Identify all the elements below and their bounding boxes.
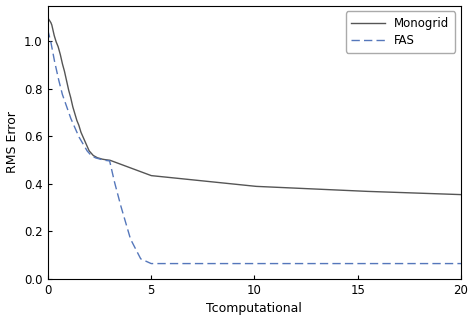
Legend: Monogrid, FAS: Monogrid, FAS <box>346 12 455 53</box>
X-axis label: Tcomputational: Tcomputational <box>206 302 302 316</box>
Monogrid <box>458 193 464 196</box>
Monogrid <box>446 192 451 196</box>
FAS <box>425 262 431 265</box>
Monogrid <box>345 189 351 193</box>
FAS <box>446 262 451 265</box>
Monogrid <box>45 15 50 19</box>
FAS <box>45 27 50 31</box>
Line: FAS: FAS <box>47 29 461 264</box>
Monogrid <box>219 181 224 185</box>
Y-axis label: RMS Error: RMS Error <box>6 111 18 173</box>
FAS <box>458 262 464 265</box>
Monogrid <box>241 183 247 187</box>
FAS <box>148 262 154 265</box>
FAS <box>345 262 351 265</box>
FAS <box>241 262 247 265</box>
Monogrid <box>222 181 228 185</box>
FAS <box>219 262 224 265</box>
Line: Monogrid: Monogrid <box>47 17 461 195</box>
FAS <box>222 262 228 265</box>
Monogrid <box>425 192 430 195</box>
